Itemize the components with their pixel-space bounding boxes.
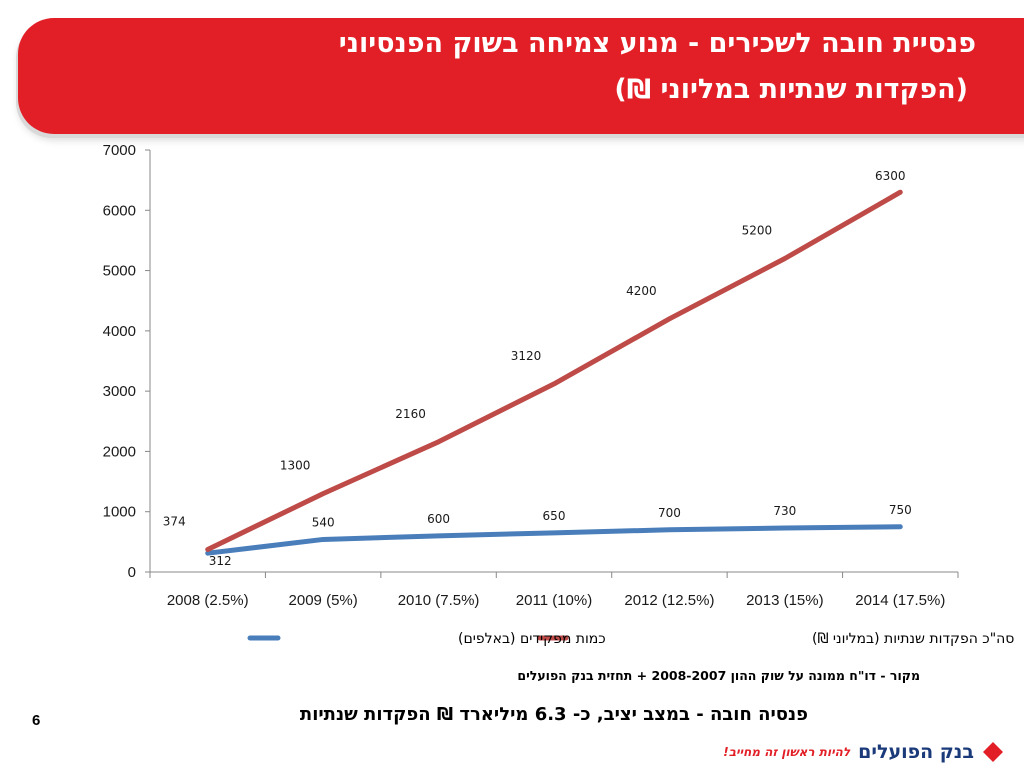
chart-axes — [149, 150, 958, 573]
series-line-deposits — [205, 189, 903, 552]
data-label-depositors: 750 — [889, 503, 912, 517]
series-line-depositors — [205, 524, 903, 556]
y-tick-label: 4000 — [103, 323, 136, 340]
y-tick-label: 5000 — [103, 263, 136, 280]
x-tick-label: 2008 (2.5%) — [167, 592, 249, 609]
source-note: מקור - דו"ח ממונה על שוק ההון 2008-2007 … — [517, 668, 920, 683]
y-axis-ticks: 0 1000 2000 3000 4000 5000 6000 7000 — [103, 142, 150, 581]
chart-legend: סה"כ הפקדות שנתיות (במליוני ₪) כמות מפקיד… — [247, 631, 1014, 647]
slide-title-line2: (הפקדות שנתיות במליוני ₪) — [614, 74, 968, 105]
y-tick-label: 0 — [128, 564, 136, 581]
data-label-deposits: 5200 — [742, 224, 773, 238]
y-tick-label: 2000 — [103, 443, 136, 460]
y-tick-label: 1000 — [103, 504, 136, 521]
data-label-depositors: 700 — [658, 506, 681, 520]
x-tick-label: 2013 (15%) — [746, 592, 824, 609]
data-label-depositors: 650 — [543, 509, 566, 523]
data-label-deposits: 6300 — [875, 169, 906, 183]
y-tick-label: 7000 — [103, 142, 136, 159]
data-label-depositors: 730 — [773, 504, 796, 518]
x-axis-ticks: 2008 (2.5%) 2009 (5%) 2010 (7.5%) 2011 (10%… — [149, 572, 959, 609]
title-banner — [18, 18, 1024, 134]
legend-label-depositors: כמות מפקידים (באלפים) — [458, 631, 606, 647]
data-label-deposits: 4200 — [626, 284, 657, 298]
data-label-depositors: 540 — [312, 515, 335, 529]
conclusion-text: פנסיה חובה - במצב יציב, כ- 6.3 מיליארד ₪… — [299, 704, 808, 725]
legend-label-deposits: סה"כ הפקדות שנתיות (במליוני ₪) — [812, 631, 1014, 647]
x-tick-label: 2009 (5%) — [289, 592, 358, 609]
data-labels: 312 540 600 650 700 730 750 374 1300 2160 3120 4200… — [163, 169, 912, 568]
data-label-deposits: 2160 — [395, 407, 426, 421]
x-tick-label: 2012 (12.5%) — [624, 592, 714, 609]
bank-logo-icon — [983, 742, 1003, 762]
y-tick-label: 3000 — [103, 383, 136, 400]
data-label-deposits: 3120 — [511, 349, 542, 363]
x-tick-label: 2014 (17.5%) — [855, 592, 945, 609]
data-label-deposits: 374 — [163, 514, 186, 528]
brand-footer: להיות ראשון זה מחייב! בנק הפועלים — [723, 738, 1004, 766]
slide-title-line1: פנסיית חובה לשכירים - מנוע צמיחה בשוק הפ… — [338, 28, 976, 59]
x-tick-label: 2011 (10%) — [516, 592, 592, 609]
page-number: 6 — [32, 712, 41, 729]
brand-slogan: להיות ראשון זה מחייב! — [723, 745, 851, 759]
data-label-depositors: 312 — [209, 554, 232, 568]
series-lines — [205, 189, 903, 556]
data-label-deposits: 1300 — [280, 459, 311, 473]
data-label-depositors: 600 — [427, 512, 450, 526]
y-tick-label: 6000 — [103, 202, 136, 219]
brand-name: בנק הפועלים — [858, 741, 974, 763]
x-tick-label: 2010 (7.5%) — [398, 592, 480, 609]
